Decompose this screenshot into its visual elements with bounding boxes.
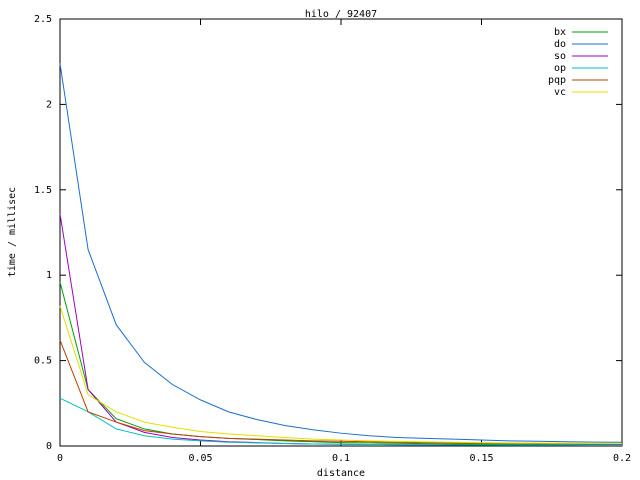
plot-frame — [59, 18, 623, 447]
series-line — [59, 281, 623, 446]
x-tick-label: 0.1 — [332, 453, 350, 464]
legend-label: do — [554, 39, 566, 50]
legend-label: op — [554, 63, 566, 74]
series-line — [59, 63, 623, 443]
series-line — [59, 305, 623, 445]
series-line — [59, 397, 622, 446]
legend-label: vc — [554, 87, 566, 98]
x-axis-label: distance — [317, 468, 365, 479]
x-tick-label: 0.05 — [188, 453, 212, 464]
x-tick-label: 0.15 — [469, 453, 493, 464]
y-tick-label: 2.5 — [34, 14, 52, 25]
chart-title: hilo / 92407 — [305, 9, 377, 20]
series-line — [59, 339, 623, 445]
series-line — [59, 213, 622, 446]
legend-label: bx — [554, 27, 566, 38]
legend-label: so — [554, 51, 566, 62]
y-tick-label: 1 — [46, 270, 52, 281]
legend-label: pqp — [548, 75, 566, 86]
y-tick-label: 2 — [46, 99, 52, 110]
y-tick-label: 0 — [46, 441, 52, 452]
y-tick-label: 0.5 — [34, 356, 52, 367]
x-tick-label: 0 — [57, 453, 63, 464]
x-tick-label: 0.2 — [613, 453, 631, 464]
y-tick-label: 1.5 — [34, 185, 52, 196]
y-axis-label: time / millisec — [7, 187, 18, 277]
